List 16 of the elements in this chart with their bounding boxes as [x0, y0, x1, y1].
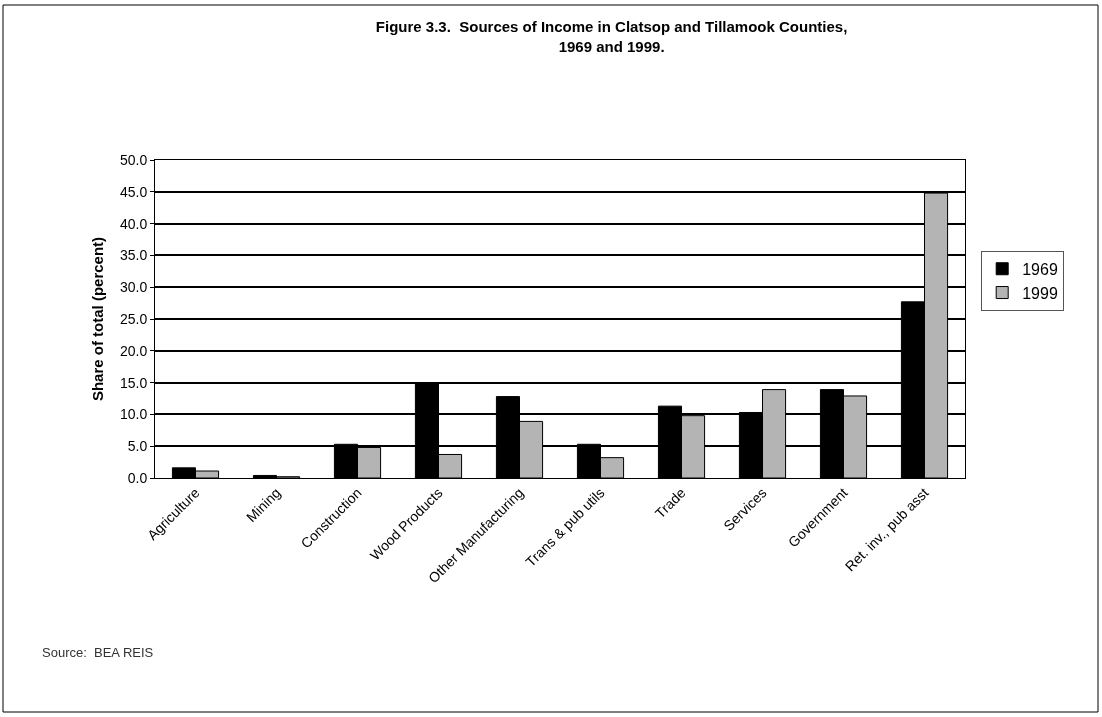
y-tick-label: 25.0 — [119, 310, 148, 327]
y-axis-title: Share of total (percent) — [89, 236, 107, 402]
y-tick-label: 35.0 — [119, 247, 148, 264]
y-tick-label: 50.0 — [119, 151, 148, 168]
y-tick-label: 45.0 — [119, 183, 148, 200]
y-tick-label: 0.0 — [127, 469, 148, 486]
source-note: Source: BEA REIS — [42, 645, 154, 660]
y-tick-label: 5.0 — [127, 438, 148, 455]
y-tick-label: 40.0 — [119, 215, 148, 232]
legend-label: 1969 — [1022, 260, 1058, 278]
chart-title: Figure 3.3. Sources of Income in Clatsop and Tillamook Counties, 1969 and 1999. — [375, 18, 848, 55]
y-tick-label: 30.0 — [119, 279, 148, 296]
y-tick-label: 20.0 — [119, 342, 148, 359]
legend-label: 1999 — [1022, 284, 1058, 302]
y-tick-label: 10.0 — [119, 406, 148, 423]
y-tick-label: 15.0 — [119, 374, 148, 391]
